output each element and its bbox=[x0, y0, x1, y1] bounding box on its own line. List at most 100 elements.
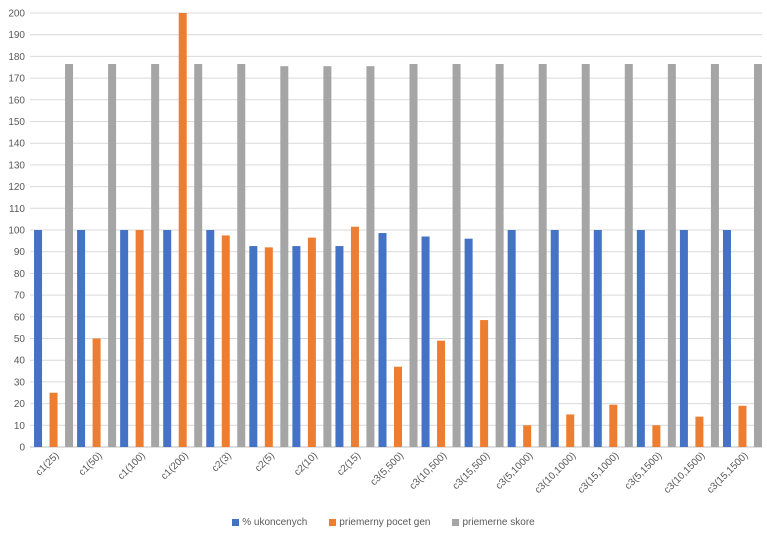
legend-swatch bbox=[452, 519, 460, 526]
bar bbox=[421, 236, 430, 447]
bar bbox=[178, 13, 187, 447]
legend-item: % ukoncenych bbox=[232, 517, 307, 528]
x-tick-label: c2(10) bbox=[292, 450, 320, 478]
y-tick-label: 30 bbox=[14, 377, 26, 388]
bar bbox=[523, 425, 532, 447]
bar bbox=[550, 230, 559, 447]
bar bbox=[581, 63, 590, 448]
bar bbox=[452, 63, 461, 448]
bar bbox=[636, 230, 645, 447]
y-tick-label: 40 bbox=[14, 356, 26, 367]
bar bbox=[507, 230, 516, 447]
y-tick-label: 150 bbox=[8, 117, 25, 128]
bar bbox=[323, 66, 332, 447]
bar bbox=[464, 238, 473, 447]
bar bbox=[538, 63, 547, 448]
bar bbox=[350, 226, 359, 447]
bar bbox=[335, 246, 344, 447]
bar bbox=[49, 392, 58, 447]
bar bbox=[667, 63, 676, 448]
x-tick-label: c1(25) bbox=[34, 450, 62, 478]
legend-label: priemerny pocet gen bbox=[339, 517, 431, 528]
bar bbox=[292, 246, 301, 447]
legend-item: priemerny pocet gen bbox=[329, 517, 430, 528]
bar bbox=[366, 66, 375, 447]
x-tick-label: c3(10,1500) bbox=[662, 450, 708, 496]
y-tick-label: 140 bbox=[8, 139, 25, 150]
bar bbox=[566, 414, 575, 447]
bar bbox=[722, 230, 731, 447]
bar bbox=[92, 338, 101, 447]
x-tick-label: c3(5,500) bbox=[368, 450, 406, 488]
bar bbox=[151, 63, 160, 448]
bar bbox=[280, 66, 289, 447]
bar bbox=[194, 63, 203, 448]
bar bbox=[237, 63, 246, 448]
y-tick-label: 0 bbox=[19, 443, 25, 454]
x-tick-label: c1(100) bbox=[116, 450, 148, 482]
legend-label: priemerne skore bbox=[462, 517, 535, 528]
x-tick-label: c3(5,1500) bbox=[623, 450, 665, 492]
y-tick-label: 70 bbox=[14, 291, 26, 302]
y-tick-label: 180 bbox=[8, 52, 25, 63]
bar bbox=[378, 233, 387, 447]
bar bbox=[264, 247, 273, 447]
x-tick-label: c1(50) bbox=[77, 450, 105, 478]
legend-label: % ukoncenych bbox=[242, 517, 308, 528]
bar bbox=[409, 63, 418, 448]
y-tick-label: 100 bbox=[8, 226, 25, 237]
bar bbox=[679, 230, 688, 447]
legend-swatch bbox=[232, 519, 240, 526]
x-tick-label: c2(15) bbox=[335, 450, 363, 478]
legend-swatch bbox=[329, 519, 337, 526]
y-tick-label: 120 bbox=[8, 182, 25, 193]
x-tick-label: c3(10,500) bbox=[408, 450, 450, 492]
bar bbox=[307, 237, 316, 447]
bar bbox=[65, 63, 74, 448]
x-tick-label: c3(5,1000) bbox=[494, 450, 536, 492]
x-tick-label: c2(5) bbox=[253, 450, 277, 474]
x-tick-label: c1(200) bbox=[159, 450, 191, 482]
y-tick-label: 90 bbox=[14, 247, 26, 258]
bar bbox=[120, 230, 129, 447]
bar bbox=[695, 416, 704, 447]
bar bbox=[593, 230, 602, 447]
y-tick-label: 80 bbox=[14, 269, 26, 280]
y-tick-label: 170 bbox=[8, 74, 25, 85]
bar bbox=[753, 63, 762, 448]
y-tick-label: 50 bbox=[14, 334, 26, 345]
bar bbox=[34, 230, 43, 447]
bar bbox=[652, 425, 661, 447]
y-tick-label: 200 bbox=[8, 9, 25, 20]
bar bbox=[609, 404, 618, 447]
x-tick-label: c3(15,1500) bbox=[705, 450, 751, 496]
y-tick-label: 10 bbox=[14, 421, 26, 432]
bar bbox=[221, 235, 230, 447]
y-tick-label: 190 bbox=[8, 30, 25, 41]
bar bbox=[108, 63, 117, 448]
bar bbox=[437, 340, 446, 447]
x-tick-label: c3(10,1000) bbox=[533, 450, 579, 496]
legend: % ukoncenych priemerny pocet gen priemerne… bbox=[0, 517, 767, 528]
bar bbox=[480, 320, 489, 447]
y-tick-label: 20 bbox=[14, 399, 26, 410]
bar bbox=[624, 63, 633, 448]
bar bbox=[495, 63, 504, 448]
legend-item: priemerne skore bbox=[452, 517, 535, 528]
y-tick-label: 130 bbox=[8, 160, 25, 171]
bar bbox=[738, 405, 747, 447]
bar bbox=[135, 230, 144, 447]
bar bbox=[710, 63, 719, 448]
y-tick-label: 60 bbox=[14, 312, 26, 323]
bar bbox=[77, 230, 86, 447]
bar bbox=[249, 246, 258, 447]
y-tick-label: 160 bbox=[8, 95, 25, 106]
y-tick-label: 110 bbox=[9, 204, 25, 215]
bar bbox=[163, 230, 172, 447]
bar bbox=[394, 366, 402, 447]
x-tick-label: c3(15,1000) bbox=[576, 450, 622, 496]
bar bbox=[206, 230, 215, 447]
x-tick-label: c2(3) bbox=[210, 450, 234, 474]
